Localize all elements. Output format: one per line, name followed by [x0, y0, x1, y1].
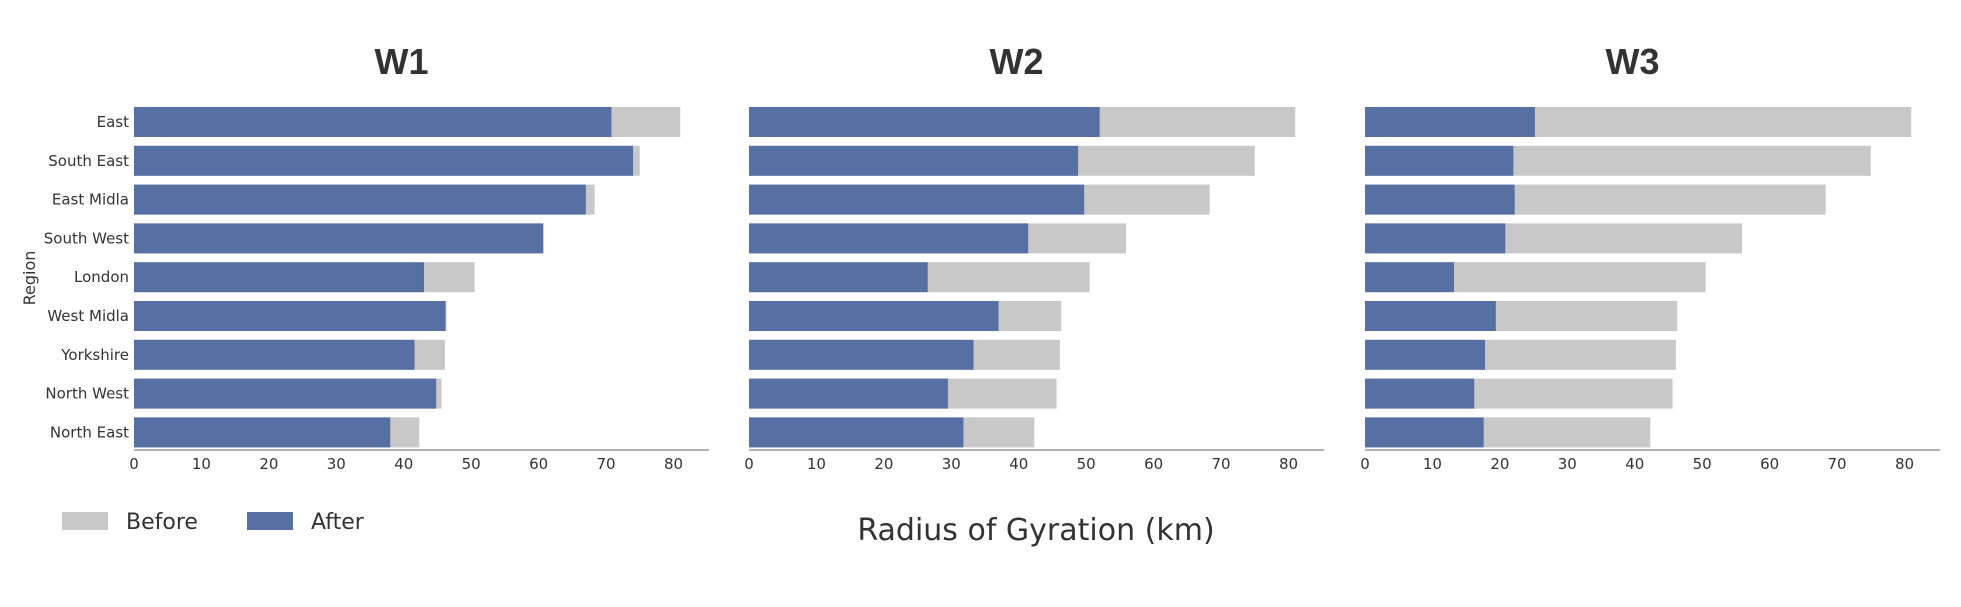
bar-after-north-west	[749, 378, 948, 409]
panel-title: W3	[1606, 41, 1660, 82]
x-tick-label: 20	[874, 455, 893, 473]
x-tick-label: 30	[1558, 455, 1577, 473]
bar-after-south-west	[134, 223, 544, 254]
x-tick-label: 0	[1360, 455, 1370, 473]
bar-after-north-east	[134, 417, 391, 448]
x-tick-label: 10	[1423, 455, 1442, 473]
bar-after-london	[1365, 262, 1455, 293]
bar-after-south-east	[134, 145, 634, 176]
x-tick-label: 30	[942, 455, 961, 473]
category-label: West Midla	[47, 307, 129, 325]
x-tick-label: 30	[327, 455, 346, 473]
category-label: East	[97, 113, 129, 131]
panel-w2: W2 0 10 20 30 40 50 60 70 80	[744, 41, 1324, 473]
x-tick-label: 60	[1760, 455, 1779, 473]
x-tick-label: 50	[462, 455, 481, 473]
legend: Before After	[62, 510, 365, 535]
bar-after-east-midla	[749, 184, 1085, 215]
y-axis-label: Region	[20, 251, 39, 306]
bar-after-south-east	[1365, 145, 1514, 176]
x-tick-label: 0	[129, 455, 139, 473]
x-tick-label: 70	[1212, 455, 1231, 473]
bar-after-london	[749, 262, 928, 293]
category-label: South West	[44, 229, 129, 247]
category-label: North West	[45, 385, 129, 403]
x-tick-label: 20	[259, 455, 278, 473]
x-tick-label: 0	[744, 455, 754, 473]
bar-after-south-east	[749, 145, 1079, 176]
category-label: North East	[50, 423, 129, 441]
bar-after-north-east	[749, 417, 964, 448]
legend-label-before: Before	[126, 510, 198, 535]
category-label: East Midla	[52, 191, 129, 209]
x-tick-label: 50	[1693, 455, 1712, 473]
bar-after-west-midla	[134, 301, 446, 331]
x-tick-label: 60	[1144, 455, 1163, 473]
category-label: London	[74, 268, 129, 286]
bar-after-yorkshire	[1365, 339, 1486, 370]
category-label: South East	[48, 152, 129, 170]
x-tick-label: 60	[529, 455, 548, 473]
panel-title: W1	[375, 41, 429, 82]
x-tick-label: 80	[1279, 455, 1298, 473]
bar-after-south-west	[749, 223, 1029, 254]
bar-after-london	[134, 262, 424, 293]
bar-after-west-midla	[749, 301, 999, 331]
category-label: Yorkshire	[60, 346, 129, 364]
x-tick-label: 10	[807, 455, 826, 473]
panel-w3: W3 0 10 20 30 40 50 60 70 80	[1360, 41, 1940, 473]
x-tick-label: 40	[394, 455, 413, 473]
panel-w1: W1 East South East East Midla South West Lond…	[44, 41, 709, 473]
x-tick-label: 70	[1828, 455, 1847, 473]
panel-title: W2	[990, 41, 1044, 82]
bar-after-west-midla	[1365, 301, 1496, 331]
bar-after-east	[749, 107, 1100, 137]
x-tick-label: 20	[1490, 455, 1509, 473]
x-axis-label: Radius of Gyration (km)	[857, 513, 1214, 548]
bar-after-east	[134, 107, 612, 137]
bar-after-north-west	[134, 378, 437, 409]
x-tick-label: 40	[1009, 455, 1028, 473]
bar-after-south-west	[1365, 223, 1506, 254]
bar-after-east-midla	[1365, 184, 1515, 215]
bar-after-north-west	[1365, 378, 1475, 409]
x-tick-label: 70	[597, 455, 616, 473]
x-tick-label: 40	[1625, 455, 1644, 473]
bar-after-east-midla	[134, 184, 586, 215]
legend-swatch-before	[62, 512, 108, 530]
bar-after-north-east	[1365, 417, 1484, 448]
x-tick-label: 80	[664, 455, 683, 473]
bar-after-east	[1365, 107, 1535, 137]
legend-label-after: After	[311, 510, 365, 535]
x-tick-label: 50	[1077, 455, 1096, 473]
bar-after-yorkshire	[134, 339, 415, 370]
legend-swatch-after	[247, 512, 293, 530]
x-tick-label: 10	[192, 455, 211, 473]
x-tick-label: 80	[1895, 455, 1914, 473]
bar-after-yorkshire	[749, 339, 974, 370]
